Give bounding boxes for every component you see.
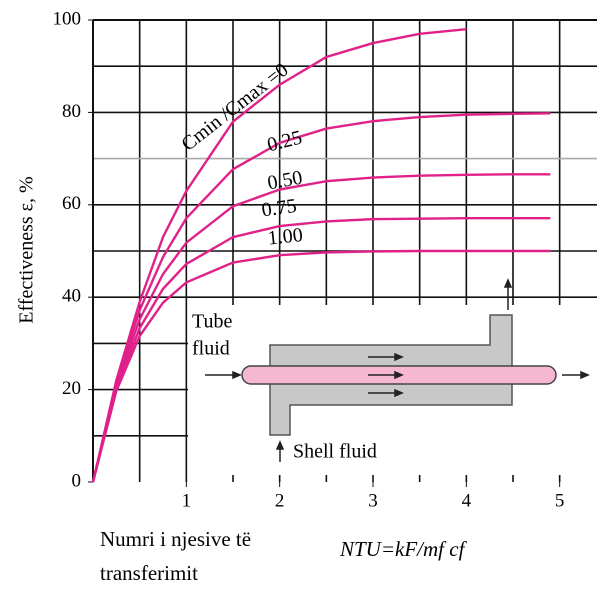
y-tick-label: 80 [62,101,81,122]
curve-label: 0.75 [260,195,298,222]
tube-label: Tube [192,311,233,333]
inset-diagram: Tube fluid Shell fluid [188,278,597,475]
y-tick-label: 40 [62,286,81,307]
x-tick-label: 4 [462,490,472,511]
curve [91,28,467,483]
shell-label: Shell fluid [293,441,377,463]
curve-label: 1.00 [267,224,304,250]
y-tick-label: 100 [53,8,82,29]
x-axis-label: Numri i njesive të transferimit [100,527,252,585]
curve [91,112,551,483]
curve-label: 0.50 [266,167,304,195]
formula: NTU=kF/mf cf [340,537,465,561]
curve-label: 0.25 [265,126,304,156]
arrows [205,278,590,462]
y-tick-label: 60 [62,193,81,214]
x-tick-label: 2 [275,490,285,511]
y-tick-label: 20 [62,378,81,399]
x-tick-label: 1 [182,490,192,511]
curve [91,249,551,483]
x-tick-label: 5 [555,490,565,511]
x-tick-label: 3 [368,490,378,511]
curve [91,216,551,483]
y-tick-label: 0 [72,470,82,491]
y-axis-label: Effectiveness ε, % [16,176,38,323]
tube-label: fluid [192,338,230,360]
curve [91,173,551,483]
